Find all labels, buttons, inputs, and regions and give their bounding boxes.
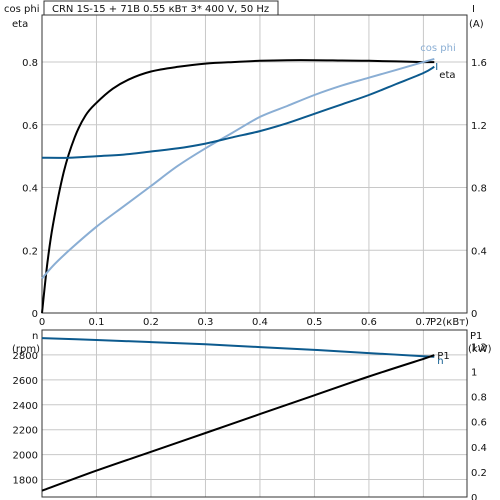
lower-plot: 1800 2000 2200 2400 2600 2800 0 0.2 0.4 0.6 0.8 1 1.… bbox=[13, 329, 487, 500]
i-series-line bbox=[41, 65, 435, 159]
x-tick-label: 0.1 bbox=[89, 317, 105, 328]
eta-series-label: eta bbox=[439, 70, 455, 81]
right-tick-label: 0.4 bbox=[471, 443, 487, 454]
right-tick-label: 0.8 bbox=[471, 184, 487, 195]
eta-series-line bbox=[41, 59, 435, 314]
upper-x-axis-label: P2(кВт) bbox=[430, 317, 469, 328]
left-tick-label: 0.6 bbox=[22, 121, 38, 132]
right-tick-label: 1 bbox=[471, 367, 477, 378]
upper-right-axis-label-2: (A) bbox=[469, 19, 484, 30]
upper-left-axis-label-2: eta bbox=[12, 19, 28, 30]
right-tick-label: 1.6 bbox=[471, 58, 487, 69]
upper-left-axis-label-1: cos phi bbox=[4, 4, 39, 15]
left-tick-label: 2000 bbox=[13, 451, 38, 462]
chart-title: CRN 1S-15 + 71B 0.55 кВт 3* 400 V, 50 Hz bbox=[52, 4, 269, 15]
n-series-line bbox=[41, 337, 435, 358]
plot-frame bbox=[41, 329, 468, 498]
left-tick-label: 0.2 bbox=[22, 246, 38, 257]
right-tick-label: 0.8 bbox=[471, 393, 487, 404]
x-tick-label: 0 bbox=[39, 317, 45, 328]
left-tick-label: 2400 bbox=[13, 401, 38, 412]
cos-phi-series-label: cos phi bbox=[420, 43, 455, 54]
x-tick-label: 0.7 bbox=[415, 317, 431, 328]
x-tick-label: 0.4 bbox=[252, 317, 268, 328]
right-tick-label: 0 bbox=[471, 309, 477, 320]
lower-left-axis-label-2: (rpm) bbox=[12, 344, 40, 355]
n-series-label: n bbox=[437, 356, 443, 367]
right-tick-label: 0.2 bbox=[471, 468, 487, 479]
x-tick-label: 0.6 bbox=[361, 317, 377, 328]
left-tick-label: 2600 bbox=[13, 376, 38, 387]
i-series-label: I bbox=[435, 62, 438, 73]
right-tick-label: 0.4 bbox=[471, 246, 487, 257]
cos-phi-series-line bbox=[41, 57, 435, 280]
p1-series-line bbox=[41, 354, 435, 492]
right-tick-label: 1.2 bbox=[471, 342, 487, 353]
plot-frame bbox=[41, 14, 468, 314]
lower-right-axis-label-1: P1 bbox=[470, 331, 482, 342]
x-tick-label: 0.3 bbox=[198, 317, 214, 328]
upper-right-axis-label-1: I bbox=[472, 4, 475, 15]
right-tick-label: 1.2 bbox=[471, 121, 487, 132]
left-tick-label: 0.8 bbox=[22, 58, 38, 69]
left-tick-label: 2800 bbox=[13, 351, 38, 362]
left-tick-label: 2200 bbox=[13, 426, 38, 437]
p1-series-label: P1 bbox=[437, 351, 449, 362]
right-tick-label: 0.6 bbox=[471, 418, 487, 429]
lower-right-axis-label-2: (kW) bbox=[468, 344, 492, 355]
left-tick-label: 0.4 bbox=[22, 184, 38, 195]
upper-plot: 0 0.1 0.2 0.3 0.4 0.5 0.6 0.7 0 0.2 0.4 0.6 0.8 0 0.4 0… bbox=[22, 14, 487, 328]
lower-left-axis-label-1: n bbox=[32, 331, 38, 342]
left-tick-label: 0 bbox=[32, 309, 38, 320]
right-tick-label: 0 bbox=[471, 493, 477, 500]
x-tick-label: 0.5 bbox=[306, 317, 322, 328]
left-tick-label: 1800 bbox=[13, 476, 38, 487]
x-tick-label: 0.2 bbox=[143, 317, 159, 328]
